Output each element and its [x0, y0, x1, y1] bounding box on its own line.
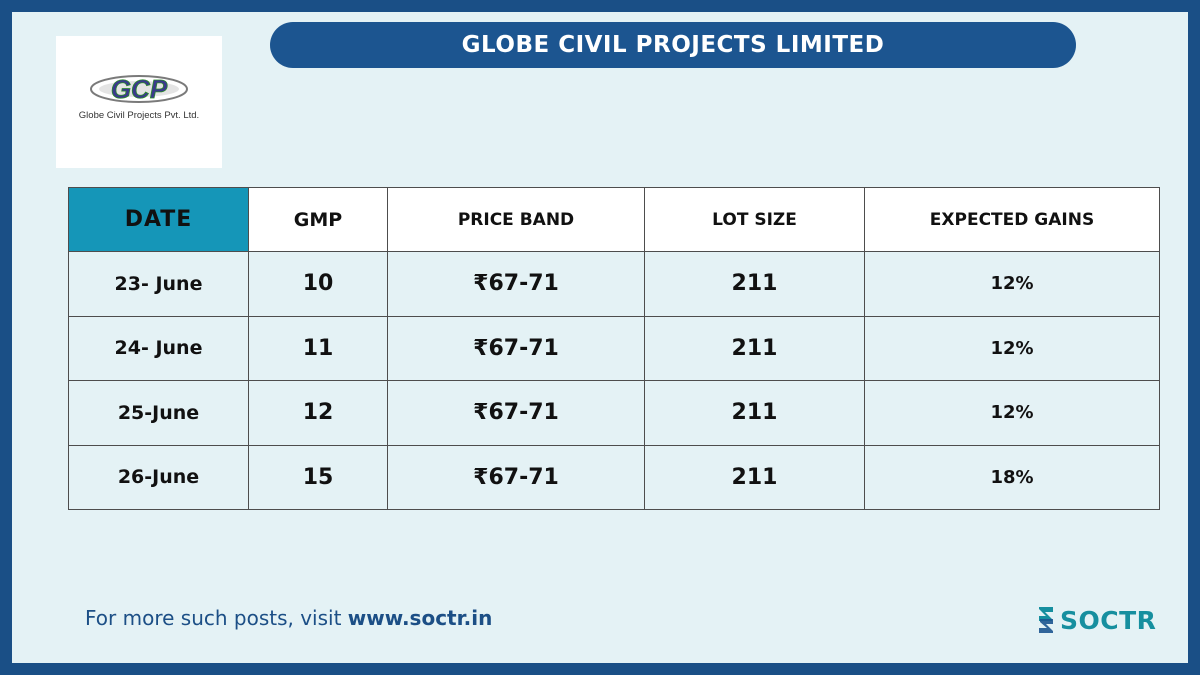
table-row: 26-June 15 ₹67-71 211 18%: [68, 444, 1160, 510]
logo-tagline: Globe Civil Projects Pvt. Ltd.: [78, 110, 200, 121]
gmp-cell: 10: [248, 251, 388, 317]
expected-gains-cell: 12%: [864, 380, 1160, 446]
footer-text: For more such posts, visit: [85, 606, 348, 630]
expected-gains-cell: 12%: [864, 315, 1160, 381]
gcp-logo-icon: GCP: [90, 74, 188, 104]
lot-size-cell: 211: [644, 315, 865, 381]
gmp-cell: 11: [248, 315, 388, 381]
table-row: 24- June 11 ₹67-71 211 12%: [68, 315, 1160, 381]
brand-logo: SOCTR: [1036, 604, 1156, 636]
gmp-cell: 15: [248, 444, 388, 510]
lot-size-cell: 211: [644, 380, 865, 446]
expected-gains-cell: 12%: [864, 251, 1160, 317]
lot-size-cell: 211: [644, 444, 865, 510]
gmp-cell: 12: [248, 380, 388, 446]
price-band-cell: ₹67-71: [387, 444, 645, 510]
date-cell: 26-June: [68, 444, 249, 510]
expected-gains-cell: 18%: [864, 444, 1160, 510]
price-band-cell: ₹67-71: [387, 315, 645, 381]
page-title: GLOBE CIVIL PROJECTS LIMITED: [270, 22, 1076, 68]
table-header-row: DATE GMP PRICE BAND LOT SIZE EXPECTED GA…: [68, 187, 1160, 252]
lot-size-cell: 211: [644, 251, 865, 317]
footer-note: For more such posts, visit www.soctr.in: [85, 606, 492, 630]
company-logo: GCP Globe Civil Projects Pvt. Ltd.: [56, 36, 222, 168]
date-cell: 23- June: [68, 251, 249, 317]
date-cell: 24- June: [68, 315, 249, 381]
header-date: DATE: [68, 187, 249, 252]
header-lot-size: LOT SIZE: [644, 187, 865, 252]
date-cell: 25-June: [68, 380, 249, 446]
header-gmp: GMP: [248, 187, 388, 252]
logo-letters: GCP: [111, 74, 168, 104]
table-row: 25-June 12 ₹67-71 211 12%: [68, 380, 1160, 446]
header-expected-gains: EXPECTED GAINS: [864, 187, 1160, 252]
brand-name: SOCTR: [1060, 605, 1157, 635]
table-row: 23- June 10 ₹67-71 211 12%: [68, 251, 1160, 317]
header-price-band: PRICE BAND: [387, 187, 645, 252]
price-band-cell: ₹67-71: [387, 380, 645, 446]
price-band-cell: ₹67-71: [387, 251, 645, 317]
footer-link[interactable]: www.soctr.in: [347, 606, 493, 630]
soctr-logo-icon: [1039, 607, 1053, 633]
gmp-table: DATE GMP PRICE BAND LOT SIZE EXPECTED GA…: [68, 187, 1160, 510]
